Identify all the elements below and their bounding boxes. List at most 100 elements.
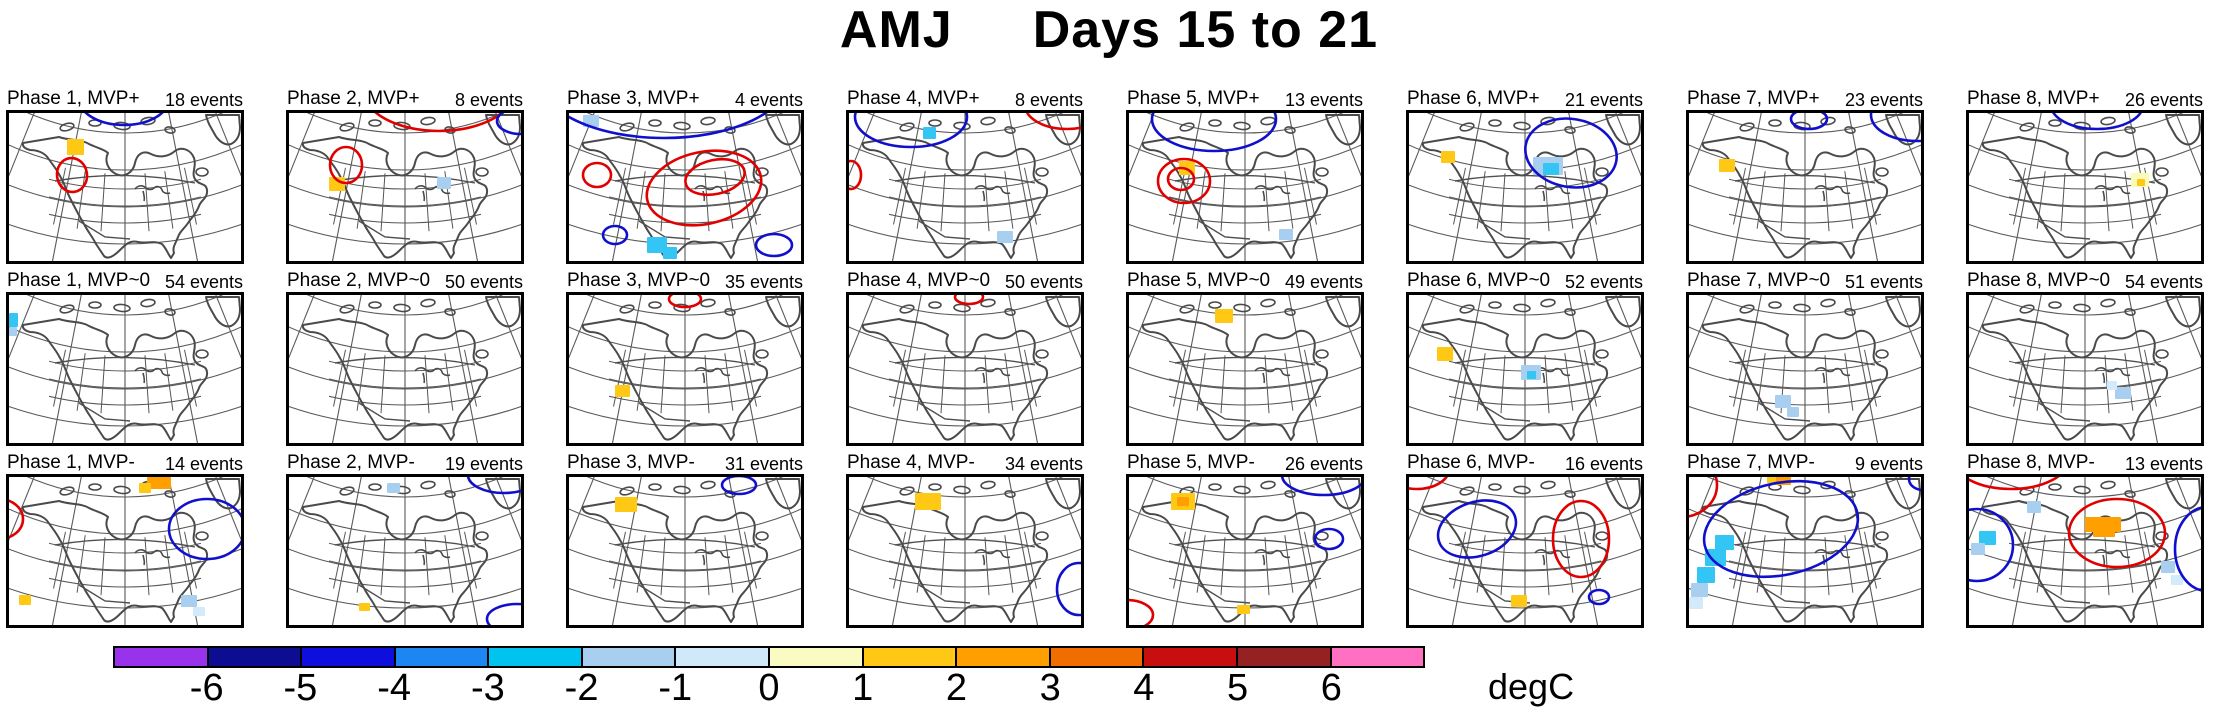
anomaly-patches (2131, 173, 2149, 187)
panel-label: Phase 2, MVP~0 (287, 270, 431, 291)
map-canvas (1969, 295, 2201, 443)
panel-label: Phase 3, MVP- (567, 452, 695, 473)
map-panel: Phase 6, MVP- 16 events (1406, 452, 1644, 628)
panel-header: Phase 8, MVP- 13 events (1966, 452, 2204, 474)
map-frame (1966, 110, 2204, 264)
anomaly-patches (1971, 501, 2183, 585)
panel-label: Phase 5, MVP~0 (1127, 270, 1271, 291)
anomaly-contours (1055, 561, 1081, 617)
map-canvas (1689, 295, 1921, 443)
anomaly-patch (915, 493, 941, 510)
panel-events-count: 50 events (1004, 272, 1083, 292)
contour-red (953, 295, 985, 306)
panel-label: Phase 1, MVP- (7, 452, 135, 473)
anomaly-patch (2161, 561, 2175, 573)
map-panel: Phase 4, MVP~0 50 events (846, 270, 1084, 446)
panel-events-count: 14 events (164, 454, 243, 474)
anomaly-patch (147, 477, 171, 489)
coastlines (581, 296, 801, 441)
panel-header: Phase 8, MVP~0 54 events (1966, 270, 2204, 292)
state-boundaries (1729, 349, 1881, 414)
panel-events-count: 8 events (454, 90, 523, 110)
map-panel: Phase 1, MVP~0 54 events (6, 270, 244, 446)
panel-label: Phase 2, MVP- (287, 452, 415, 473)
panel-header: Phase 6, MVP~0 52 events (1406, 270, 1644, 292)
state-boundaries (889, 531, 1041, 596)
colorbar-segment (115, 648, 209, 666)
panel-header: Phase 4, MVP- 34 events (846, 452, 1084, 474)
colorbar-segment (1331, 648, 1424, 666)
contour-blue (601, 224, 629, 246)
contour-red (374, 113, 504, 133)
figure-title: AMJ Days 15 to 21 (0, 0, 2218, 60)
colorbar-tick-label: -6 (189, 667, 224, 709)
map-panel: Phase 2, MVP- 19 events (286, 452, 524, 628)
colorbar-tick-label: -5 (283, 667, 318, 709)
period-label: Days 15 to 21 (1032, 1, 1379, 59)
map-panel: Phase 2, MVP~0 50 events (286, 270, 524, 446)
panel-header: Phase 7, MVP~0 51 events (1686, 270, 1924, 292)
panel-label: Phase 8, MVP- (1967, 452, 2095, 473)
coastlines (861, 114, 1081, 259)
map-canvas (1969, 477, 2201, 625)
coastlines (21, 114, 241, 259)
anomaly-patches (1441, 151, 1563, 175)
anomaly-patch (1715, 535, 1734, 550)
colorbar-segment (957, 648, 1051, 666)
anomaly-contours (1409, 477, 1611, 606)
contour-red (9, 499, 25, 539)
map-frame (1406, 110, 1644, 264)
anomaly-patch (1691, 583, 1708, 597)
map-panel: Phase 4, MVP- 34 events (846, 452, 1084, 628)
map-canvas (9, 295, 241, 443)
map-canvas (289, 113, 521, 261)
map-frame (6, 110, 244, 264)
state-boundaries (1169, 531, 1321, 596)
panel-header: Phase 5, MVP+ 13 events (1126, 88, 1364, 110)
anomaly-contours (466, 477, 521, 625)
contour-blue (853, 113, 969, 149)
contour-blue (1436, 499, 1518, 559)
anomaly-contours (1969, 477, 2201, 592)
state-boundaries (49, 349, 201, 414)
anomaly-patch (1979, 531, 1996, 545)
colorbar-tick-label: 6 (1320, 667, 1342, 709)
panel-events-count: 9 events (1854, 454, 1923, 474)
anomaly-patches (2107, 381, 2131, 399)
contour-blue (1789, 113, 1829, 131)
contour-blue (2173, 506, 2201, 592)
panel-label: Phase 7, MVP- (1687, 452, 1815, 473)
contour-blue (754, 232, 794, 258)
contour-blue (1313, 527, 1345, 551)
map-frame (1686, 474, 1924, 628)
panel-events-count: 50 events (444, 272, 523, 292)
map-panel: Phase 7, MVP+ 23 events (1686, 88, 1924, 264)
anomaly-patch (2137, 179, 2145, 186)
colorbar-tick-label: 4 (1133, 667, 1155, 709)
state-boundaries (49, 167, 201, 232)
anomaly-patch (19, 595, 31, 605)
anomaly-patch (1697, 567, 1715, 583)
panel-label: Phase 5, MVP- (1127, 452, 1255, 473)
contour-blue (569, 113, 768, 140)
anomaly-contours (849, 113, 1081, 191)
anomaly-patch (193, 607, 205, 616)
anomaly-patches (615, 497, 637, 512)
panel-header: Phase 2, MVP- 19 events (286, 452, 524, 474)
anomaly-patch (1767, 477, 1776, 483)
anomaly-contours (667, 295, 703, 309)
panel-label: Phase 4, MVP- (847, 452, 975, 473)
panel-grid: Phase 1, MVP+ 18 events Phase 2, MVP+ 8 … (6, 88, 2204, 628)
map-canvas (1409, 477, 1641, 625)
map-canvas (849, 477, 1081, 625)
panel-header: Phase 1, MVP~0 54 events (6, 270, 244, 292)
colorbar (113, 646, 1425, 668)
map-frame (1406, 292, 1644, 446)
colorbar-tick-label: -2 (564, 667, 599, 709)
map-canvas (849, 113, 1081, 261)
panel-label: Phase 3, MVP~0 (567, 270, 711, 291)
map-panel: Phase 6, MVP+ 21 events (1406, 88, 1644, 264)
map-canvas (289, 295, 521, 443)
panel-label: Phase 8, MVP+ (1967, 88, 2100, 109)
panel-label: Phase 7, MVP+ (1687, 88, 1820, 109)
